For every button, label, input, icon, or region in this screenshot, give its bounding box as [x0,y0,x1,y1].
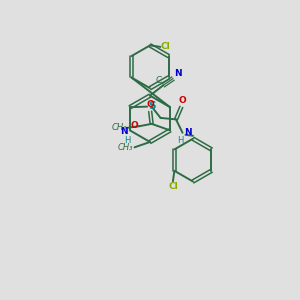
Text: H: H [178,136,184,145]
Text: O: O [146,100,154,109]
Text: C: C [156,76,162,85]
Text: CH₃: CH₃ [118,143,134,152]
Text: CH₃: CH₃ [111,123,127,132]
Text: Cl: Cl [168,182,178,191]
Text: H: H [124,136,131,145]
Text: O: O [130,122,138,130]
Text: N: N [174,69,182,78]
Text: N: N [184,128,192,137]
Text: O: O [178,95,186,104]
Text: S: S [148,101,156,111]
Text: Cl: Cl [161,42,171,51]
Text: N: N [120,127,127,136]
